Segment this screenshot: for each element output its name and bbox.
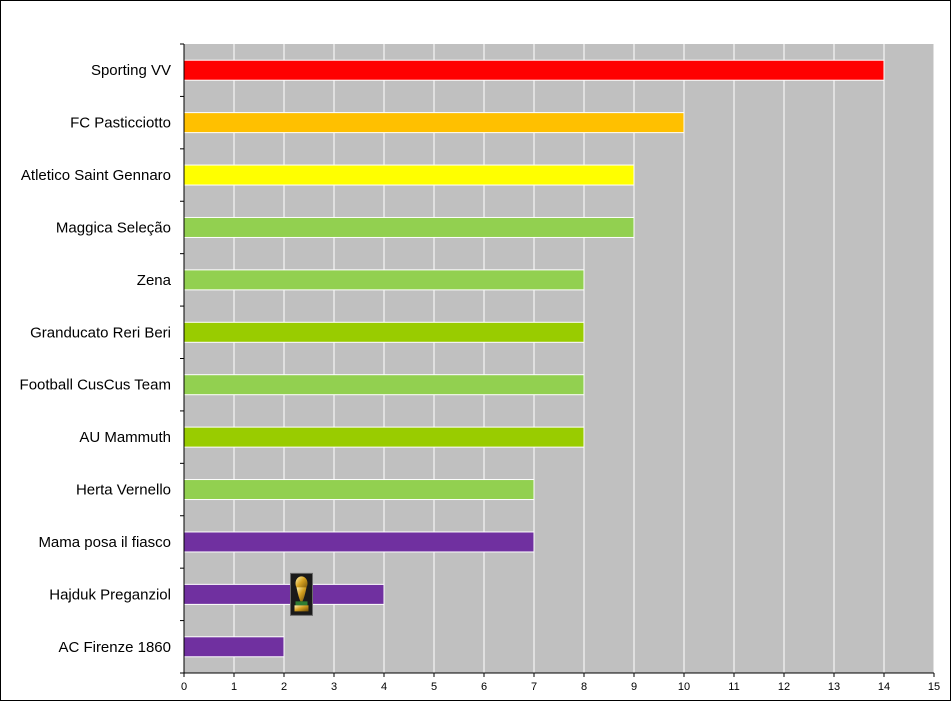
category-label: FC Pasticciotto [70,115,171,132]
category-label: Granducato Reri Beri [30,324,171,341]
category-label: Zena [137,272,172,289]
x-tick-label: 3 [331,681,337,693]
category-label: Mama posa il fiasco [38,534,171,551]
bar [183,164,635,186]
x-tick-label: 14 [878,681,890,693]
bar [183,531,535,553]
bar [183,636,285,658]
bar [183,59,885,81]
x-tick-label: 1 [231,681,237,693]
x-tick-label: 5 [431,681,437,693]
x-tick-label: 11 [728,681,739,693]
bar [183,269,585,291]
x-tick-label: 15 [928,681,940,693]
trophy-icon-base [294,605,309,612]
bar [183,374,585,396]
x-tick-label: 4 [381,681,387,693]
x-tick-label: 13 [828,681,840,693]
bar [183,216,635,238]
bar [183,112,685,134]
plot-background [184,44,934,673]
category-label: AU Mammuth [79,429,171,446]
category-label: Herta Vernello [76,482,171,499]
x-tick-label: 8 [581,681,587,693]
category-label: Maggica Seleção [56,219,171,236]
x-tick-label: 6 [481,681,487,693]
x-tick-label: 7 [531,681,537,693]
trophy-icon-globe [295,576,308,591]
x-tick-label: 9 [631,681,637,693]
trophy-icon-band [295,601,308,606]
trophy-icon-stem [296,587,307,602]
x-tick-label: 12 [778,681,790,693]
category-label: Sporting VV [91,62,171,79]
x-tick-label: 10 [678,681,690,693]
category-label: Atletico Saint Gennaro [21,167,171,184]
bar [183,479,535,501]
bar [183,583,385,605]
bar [183,321,585,343]
bar [183,426,585,448]
category-label: Hajduk Preganziol [49,586,171,603]
x-tick-label: 2 [281,681,287,693]
category-label: Football CusCus Team [20,377,171,394]
trophy-icon-border [290,572,313,616]
trophy-icon [290,572,313,616]
x-tick-label: 0 [181,681,187,693]
category-label: AC Firenze 1860 [58,639,171,656]
